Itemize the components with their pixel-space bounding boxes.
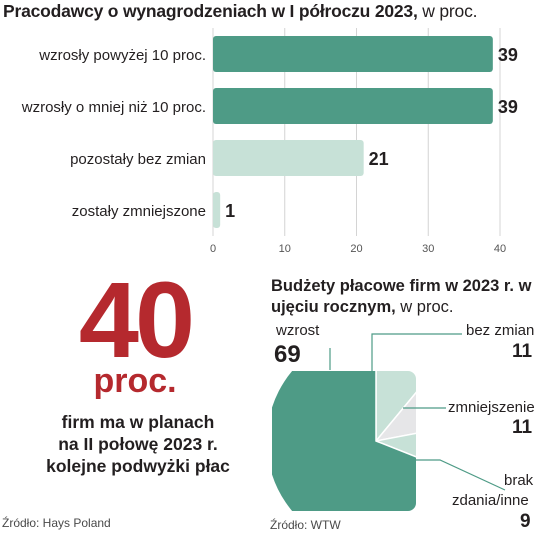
- data-label: 21: [369, 149, 389, 169]
- pie-value-bez-zmian: 11: [512, 341, 533, 362]
- bar: [213, 140, 364, 176]
- data-label: 39: [498, 97, 518, 117]
- bar-chart-title-unit: w proc.: [422, 1, 478, 21]
- bar: [213, 88, 493, 124]
- pie-label-zdania-inne: zdania/inne: [452, 492, 529, 509]
- highlight-line: na II połowę 2023 r.: [58, 434, 218, 454]
- pie-value-brak-zdania: 9: [520, 511, 531, 532]
- bar-chart-source: Źródło: Hays Poland: [2, 516, 111, 530]
- leader-line: [371, 333, 462, 380]
- x-tick-label: 30: [422, 243, 434, 255]
- pie-chart-title-unit: w proc.: [400, 298, 454, 316]
- pie-chart-source: Źródło: WTW: [270, 518, 341, 532]
- pie-value-zmniejszenie: 11: [512, 417, 533, 438]
- leader-line: [405, 459, 506, 491]
- pie-slice: [374, 371, 416, 443]
- x-tick-label: 20: [350, 243, 362, 255]
- bar-chart-title: Pracodawcy o wynagrodzeniach w I półrocz…: [3, 1, 478, 22]
- pie-label-wzrost: wzrost: [276, 322, 320, 339]
- pie-chart-title-main: Budżety płacowe firm w 2023 r. w ujęciu …: [271, 277, 532, 316]
- pie-slice: [272, 371, 416, 511]
- highlight-description: firm ma w planach na II połowę 2023 r. k…: [38, 411, 238, 477]
- bar: [213, 36, 493, 72]
- pie-label-bez-zmian: bez zmian: [466, 322, 535, 339]
- pie-label-zmniejszenie: zmniejszenie: [448, 399, 535, 416]
- data-label: 39: [498, 45, 518, 65]
- bar: [213, 192, 221, 228]
- highlight-line: firm ma w planach: [61, 412, 215, 432]
- pie-slice: [375, 371, 416, 444]
- highlight-line: kolejne podwyżki płac: [46, 456, 230, 476]
- data-label: 1: [225, 201, 235, 221]
- highlight-number: 40: [78, 259, 195, 380]
- x-tick-label: 40: [494, 243, 506, 255]
- category-label: zostały zmniejszone: [72, 203, 206, 220]
- category-label: pozostały bez zmian: [70, 151, 206, 168]
- pie-chart: [272, 371, 416, 511]
- x-tick-label: 0: [210, 243, 216, 255]
- highlight-unit: proc.: [93, 362, 177, 400]
- pie-value-wzrost: 69: [274, 341, 301, 368]
- x-tick-label: 10: [279, 243, 291, 255]
- category-label: wzrosły powyżej 10 proc.: [38, 47, 206, 64]
- category-label: wzrosły o mniej niż 10 proc.: [21, 99, 206, 116]
- bar-chart-title-main: Pracodawcy o wynagrodzeniach w I półrocz…: [3, 1, 418, 21]
- pie-label-brak: brak: [504, 472, 534, 489]
- pie-chart-title: Budżety płacowe firm w 2023 r. w ujęciu …: [271, 276, 533, 318]
